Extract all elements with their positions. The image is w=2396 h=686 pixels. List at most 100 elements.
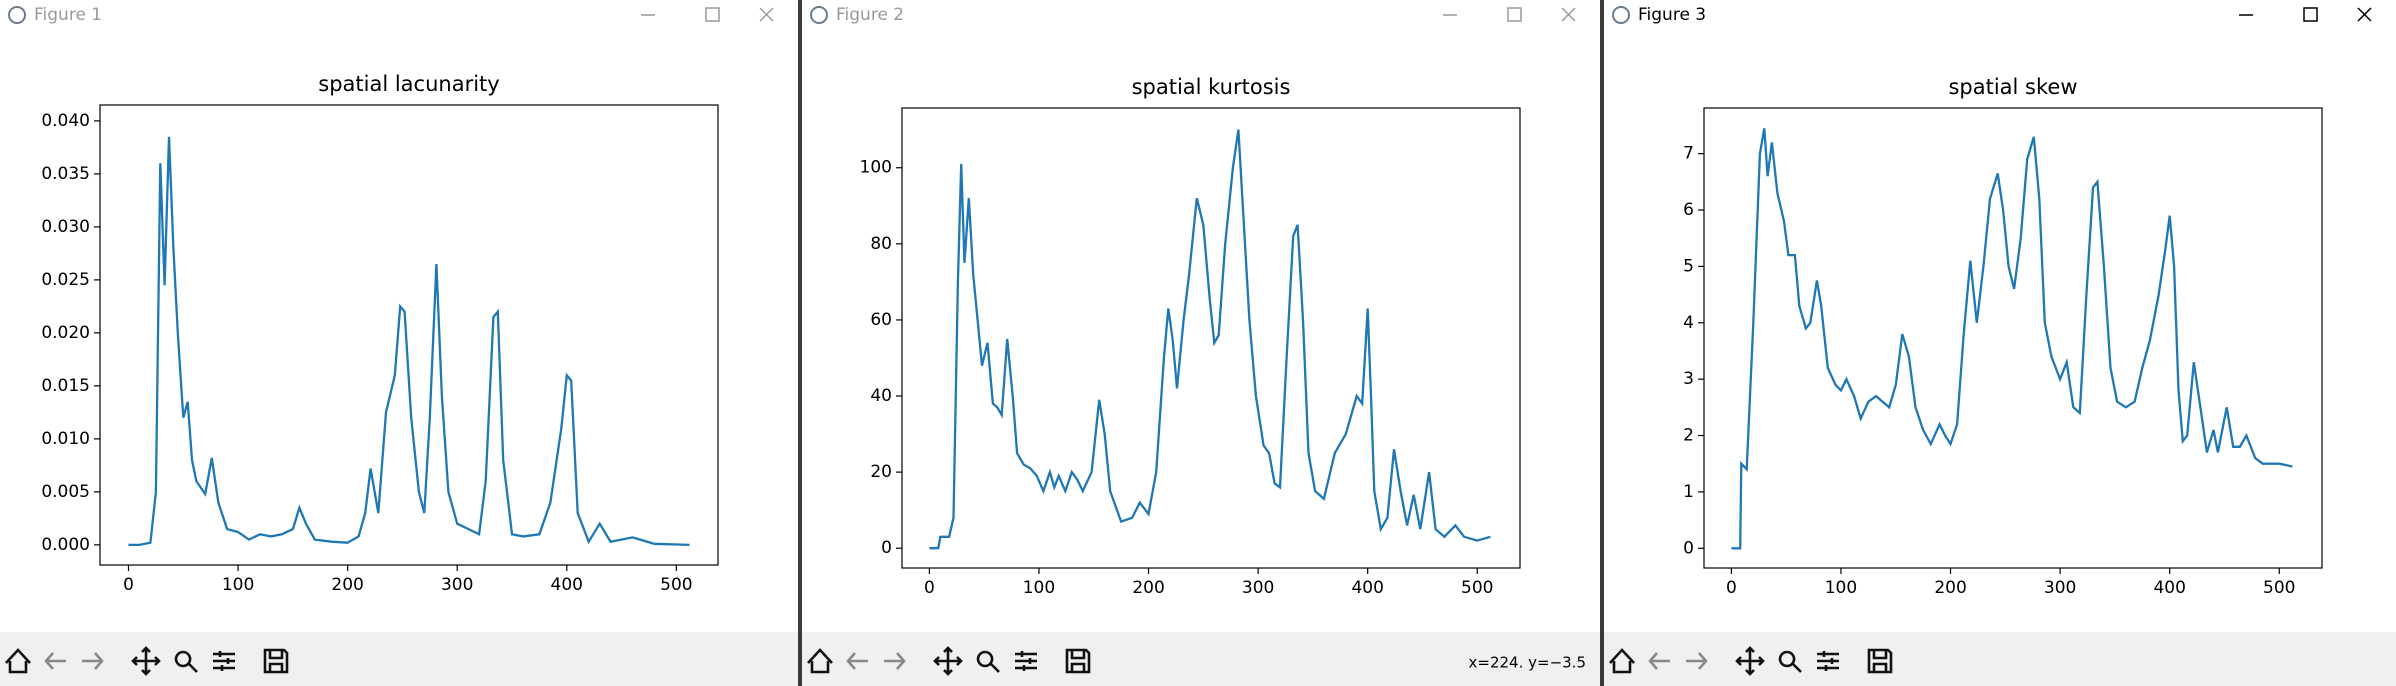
y-tick-label: 20 — [870, 462, 892, 482]
pan-icon — [131, 646, 161, 676]
maximize-button[interactable] — [1507, 7, 1522, 22]
pan-button[interactable] — [1735, 646, 1765, 676]
y-tick-label: 100 — [860, 158, 892, 178]
y-tick-label: 0.040 — [41, 111, 90, 131]
forward-button[interactable] — [884, 652, 906, 670]
back-icon — [1648, 652, 1670, 670]
x-tick-label: 0 — [1726, 578, 1737, 598]
configure-button[interactable] — [1817, 651, 1839, 671]
back-button[interactable] — [1648, 652, 1670, 670]
x-tick-label: 0 — [123, 575, 134, 595]
window-title: Figure 2 — [836, 5, 904, 25]
y-tick-label: 3 — [1683, 369, 1694, 389]
y-tick-label: 60 — [870, 310, 892, 330]
app-icon — [8, 6, 26, 24]
plot-frame — [901, 107, 1521, 569]
x-tick-label: 100 — [1825, 578, 1857, 598]
title-bar — [0, 0, 798, 46]
close-button[interactable] — [1561, 7, 1576, 22]
x-tick-label: 0 — [924, 578, 935, 598]
zoom-button[interactable] — [976, 650, 1000, 673]
y-tick-label: 6 — [1683, 200, 1694, 220]
save-icon — [1867, 648, 1893, 674]
maximize-button[interactable] — [705, 7, 720, 22]
close-button[interactable] — [2357, 7, 2372, 22]
window-title: Figure 1 — [34, 5, 102, 25]
data-line — [1731, 128, 2293, 550]
y-tick-label: 0.000 — [41, 535, 90, 555]
configure-icon — [1015, 651, 1037, 671]
maximize-button[interactable] — [2303, 7, 2318, 22]
home-button[interactable] — [5, 648, 31, 674]
title-bar — [1604, 0, 2396, 46]
y-tick-label: 0.035 — [41, 164, 90, 184]
y-tick-label: 0.010 — [41, 429, 90, 449]
y-tick-label: 0 — [1683, 538, 1694, 558]
back-icon — [44, 652, 66, 670]
figure-window: Figure 1 spatial lacunarity 0.000 0.005 0.01… — [0, 0, 798, 686]
save-button[interactable] — [1065, 648, 1091, 674]
x-tick-label: 300 — [2044, 578, 2076, 598]
x-tick-label: 300 — [441, 575, 473, 595]
window-svg: Figure 2 x=224. y=−3.5 spatial kurtosis 0 20… — [802, 0, 1600, 686]
pan-icon — [933, 646, 963, 676]
zoom-icon — [1778, 650, 1802, 673]
pan-button[interactable] — [131, 646, 161, 676]
home-button[interactable] — [807, 648, 833, 674]
data-line — [128, 136, 690, 547]
x-tick-label: 500 — [660, 575, 692, 595]
toolbar — [1604, 632, 2396, 686]
pan-icon — [1735, 646, 1765, 676]
save-button[interactable] — [263, 648, 289, 674]
x-tick-label: 500 — [2263, 578, 2295, 598]
zoom-button[interactable] — [174, 650, 198, 673]
y-tick-label: 7 — [1683, 144, 1694, 164]
y-tick-label: 40 — [870, 386, 892, 406]
configure-button[interactable] — [213, 651, 235, 671]
configure-icon — [213, 651, 235, 671]
x-tick-label: 100 — [1023, 578, 1055, 598]
x-tick-label: 400 — [1351, 578, 1383, 598]
y-tick-label: 4 — [1683, 313, 1694, 333]
status-text: x=224. y=−3.5 — [1469, 654, 1586, 672]
toolbar — [0, 632, 798, 686]
x-tick-label: 400 — [551, 575, 583, 595]
y-tick-label: 0.030 — [41, 217, 90, 237]
zoom-icon — [174, 650, 198, 673]
close-button[interactable] — [759, 7, 774, 22]
x-tick-label: 300 — [1242, 578, 1274, 598]
forward-button[interactable] — [1686, 652, 1708, 670]
forward-button[interactable] — [82, 652, 104, 670]
y-tick-label: 0.015 — [41, 376, 90, 396]
forward-icon — [82, 652, 104, 670]
window-svg: Figure 3 spatial skew 0 1 2 3 4 5 6 7 0 100 200 300 40… — [1604, 0, 2396, 686]
chart-title: spatial skew — [1948, 75, 2077, 99]
forward-icon — [884, 652, 906, 670]
y-tick-label: 2 — [1683, 426, 1694, 446]
back-button[interactable] — [846, 652, 868, 670]
plot-frame — [99, 104, 719, 566]
y-tick-label: 0.025 — [41, 270, 90, 290]
y-tick-label: 0.020 — [41, 323, 90, 343]
y-tick-label: 80 — [870, 234, 892, 254]
configure-button[interactable] — [1015, 651, 1037, 671]
chart-title: spatial kurtosis — [1132, 75, 1291, 99]
window-title: Figure 3 — [1638, 5, 1706, 25]
zoom-button[interactable] — [1778, 650, 1802, 673]
x-tick-label: 100 — [222, 575, 254, 595]
forward-icon — [1686, 652, 1708, 670]
back-button[interactable] — [44, 652, 66, 670]
app-icon — [1612, 6, 1630, 24]
home-icon — [5, 648, 31, 674]
home-button[interactable] — [1609, 648, 1635, 674]
x-tick-label: 200 — [1132, 578, 1164, 598]
window-svg: Figure 1 spatial lacunarity 0.000 0.005 0.01… — [0, 0, 798, 686]
figure-window: Figure 3 spatial skew 0 1 2 3 4 5 6 7 0 100 200 300 40… — [1604, 0, 2396, 686]
y-tick-label: 5 — [1683, 256, 1694, 276]
configure-icon — [1817, 651, 1839, 671]
pan-button[interactable] — [933, 646, 963, 676]
data-line — [929, 129, 1491, 550]
save-button[interactable] — [1867, 648, 1893, 674]
x-tick-label: 500 — [1461, 578, 1493, 598]
